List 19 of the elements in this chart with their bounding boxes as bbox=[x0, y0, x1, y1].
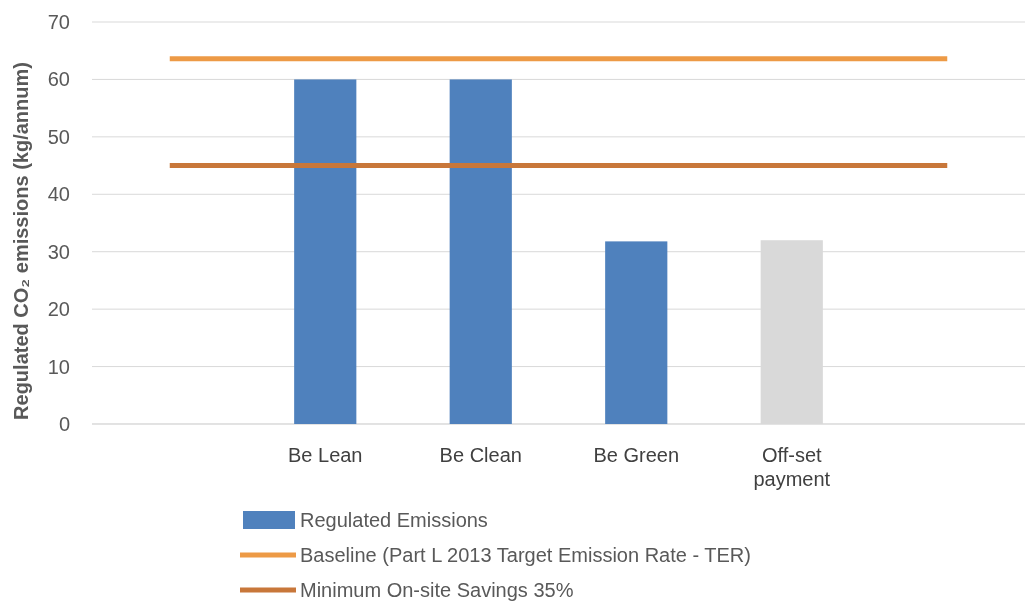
y-tick-label: 60 bbox=[47, 68, 70, 91]
x-tick-label: Off-set payment bbox=[753, 444, 831, 490]
y-tick-label: 10 bbox=[47, 355, 70, 378]
legend-label: Baseline (Part L 2013 Target Emission Rate - TER) bbox=[300, 544, 751, 566]
x-tick-label: Be Green bbox=[593, 444, 680, 466]
y-axis-title: Regulated CO₂ emissions (kg/annum) bbox=[10, 62, 32, 420]
bar bbox=[605, 241, 668, 424]
bar bbox=[294, 79, 357, 424]
y-tick-label: 70 bbox=[47, 11, 70, 33]
y-tick-label: 20 bbox=[47, 298, 70, 321]
y-tick-label: 40 bbox=[47, 183, 70, 206]
y-tick-label: 30 bbox=[47, 240, 70, 263]
x-tick-label: Be Clean bbox=[439, 444, 522, 466]
legend-label: Regulated Emissions bbox=[300, 509, 488, 531]
legend-label: Minimum On-site Savings 35% bbox=[300, 579, 574, 601]
x-tick-label: Be Lean bbox=[287, 444, 363, 466]
y-tick-label: 50 bbox=[47, 125, 70, 148]
bar bbox=[449, 79, 512, 424]
y-tick-label: 0 bbox=[58, 413, 70, 435]
